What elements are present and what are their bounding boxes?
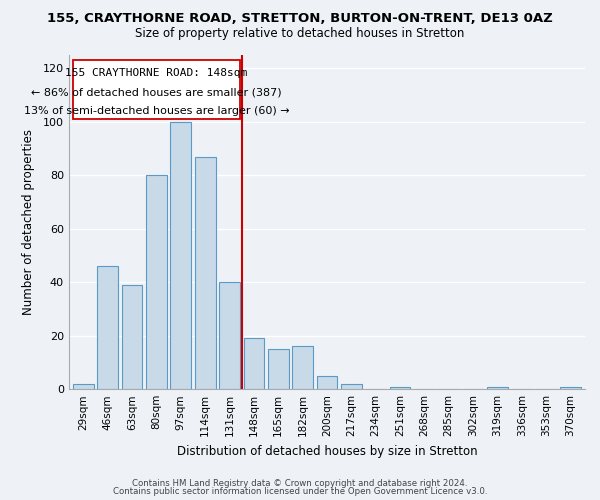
Bar	[244, 338, 264, 389]
Bar	[389, 386, 410, 389]
Bar	[268, 349, 289, 389]
Text: ← 86% of detached houses are smaller (387): ← 86% of detached houses are smaller (38…	[31, 87, 282, 97]
Bar	[560, 386, 581, 389]
Bar	[97, 266, 118, 389]
FancyBboxPatch shape	[73, 60, 241, 119]
Bar	[170, 122, 191, 389]
Text: 13% of semi-detached houses are larger (60) →: 13% of semi-detached houses are larger (…	[23, 106, 289, 116]
Text: Contains public sector information licensed under the Open Government Licence v3: Contains public sector information licen…	[113, 487, 487, 496]
Bar	[219, 282, 240, 389]
Bar	[341, 384, 362, 389]
Bar	[487, 386, 508, 389]
Text: Size of property relative to detached houses in Stretton: Size of property relative to detached ho…	[136, 28, 464, 40]
Bar	[146, 176, 167, 389]
Y-axis label: Number of detached properties: Number of detached properties	[22, 129, 35, 315]
Bar	[73, 384, 94, 389]
Text: Contains HM Land Registry data © Crown copyright and database right 2024.: Contains HM Land Registry data © Crown c…	[132, 478, 468, 488]
Bar	[195, 156, 215, 389]
Bar	[292, 346, 313, 389]
Text: 155 CRAYTHORNE ROAD: 148sqm: 155 CRAYTHORNE ROAD: 148sqm	[65, 68, 248, 78]
Bar	[317, 376, 337, 389]
Bar	[122, 285, 142, 389]
X-axis label: Distribution of detached houses by size in Stretton: Distribution of detached houses by size …	[176, 444, 477, 458]
Text: 155, CRAYTHORNE ROAD, STRETTON, BURTON-ON-TRENT, DE13 0AZ: 155, CRAYTHORNE ROAD, STRETTON, BURTON-O…	[47, 12, 553, 26]
